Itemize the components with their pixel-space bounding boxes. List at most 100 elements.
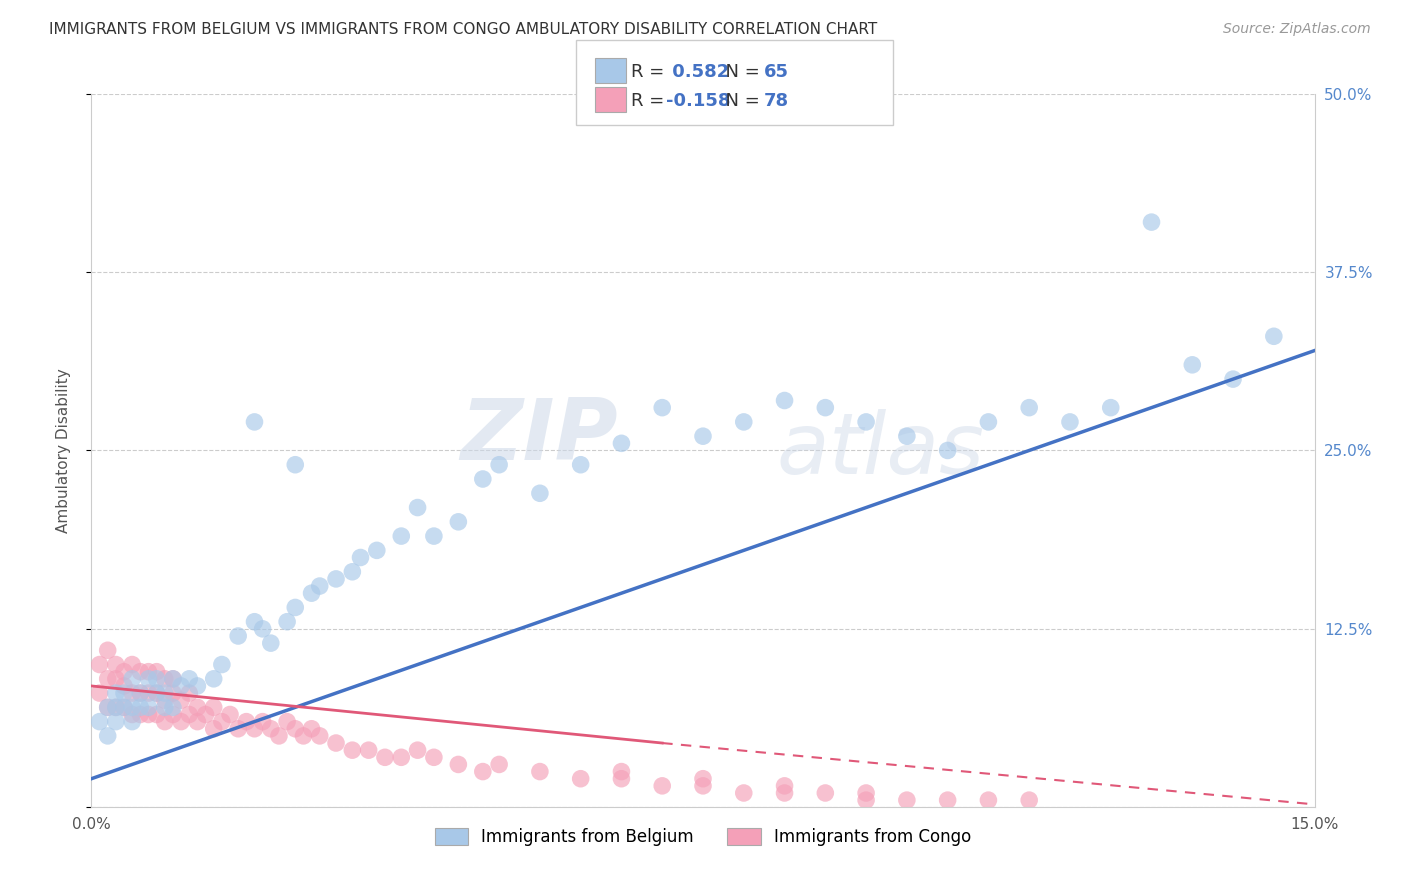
Point	[569, 772, 592, 786]
Point	[104, 672, 127, 686]
Point	[89, 686, 111, 700]
Point	[301, 722, 323, 736]
Point	[138, 700, 160, 714]
Point	[145, 686, 167, 700]
Point	[488, 757, 510, 772]
Point	[471, 472, 494, 486]
Point	[325, 736, 347, 750]
Point	[121, 686, 143, 700]
Point	[179, 707, 201, 722]
Point	[308, 729, 330, 743]
Point	[1263, 329, 1285, 343]
Point	[153, 700, 176, 714]
Point	[610, 436, 633, 450]
Point	[121, 657, 143, 672]
Text: R =: R =	[631, 63, 671, 81]
Point	[129, 700, 152, 714]
Text: 65: 65	[763, 63, 789, 81]
Point	[153, 693, 176, 707]
Point	[406, 500, 429, 515]
Point	[773, 779, 796, 793]
Point	[211, 714, 233, 729]
Point	[112, 679, 135, 693]
Point	[104, 700, 127, 714]
Point	[219, 707, 242, 722]
Point	[129, 686, 152, 700]
Text: N =: N =	[714, 63, 766, 81]
Point	[284, 600, 307, 615]
Point	[97, 672, 120, 686]
Point	[1059, 415, 1081, 429]
Point	[260, 722, 283, 736]
Point	[162, 700, 184, 714]
Point	[121, 714, 143, 729]
Point	[89, 714, 111, 729]
Point	[162, 707, 184, 722]
Point	[138, 672, 160, 686]
Point	[97, 700, 120, 714]
Point	[145, 665, 167, 679]
Point	[447, 757, 470, 772]
Text: 0.582: 0.582	[666, 63, 730, 81]
Point	[773, 786, 796, 800]
Point	[569, 458, 592, 472]
Point	[104, 686, 127, 700]
Point	[855, 793, 877, 807]
Point	[284, 722, 307, 736]
Point	[423, 750, 446, 764]
Point	[276, 615, 298, 629]
Point	[389, 750, 412, 764]
Point	[112, 700, 135, 714]
Point	[896, 429, 918, 443]
Point	[202, 672, 225, 686]
Point	[529, 486, 551, 500]
Point	[129, 707, 152, 722]
Point	[129, 665, 152, 679]
Point	[529, 764, 551, 779]
Point	[1018, 401, 1040, 415]
Text: R =: R =	[631, 92, 671, 110]
Point	[121, 700, 143, 714]
Point	[301, 586, 323, 600]
Point	[260, 636, 283, 650]
Point	[651, 779, 673, 793]
Text: -0.158: -0.158	[666, 92, 731, 110]
Point	[194, 707, 217, 722]
Point	[342, 565, 364, 579]
Point	[243, 722, 266, 736]
Point	[112, 686, 135, 700]
Point	[733, 786, 755, 800]
Point	[170, 693, 193, 707]
Point	[112, 665, 135, 679]
Point	[179, 672, 201, 686]
Point	[226, 629, 249, 643]
Point	[112, 700, 135, 714]
Point	[129, 686, 152, 700]
Point	[226, 722, 249, 736]
Point	[814, 786, 837, 800]
Point	[406, 743, 429, 757]
Point	[325, 572, 347, 586]
Point	[342, 743, 364, 757]
Point	[97, 643, 120, 657]
Point	[186, 700, 208, 714]
Point	[252, 714, 274, 729]
Point	[389, 529, 412, 543]
Point	[162, 686, 184, 700]
Point	[170, 679, 193, 693]
Point	[202, 722, 225, 736]
Point	[202, 700, 225, 714]
Point	[243, 415, 266, 429]
Point	[855, 786, 877, 800]
Point	[153, 714, 176, 729]
Point	[104, 700, 127, 714]
Point	[97, 729, 120, 743]
Point	[349, 550, 371, 565]
Point	[977, 793, 1000, 807]
Point	[179, 686, 201, 700]
Point	[284, 458, 307, 472]
Legend: Immigrants from Belgium, Immigrants from Congo: Immigrants from Belgium, Immigrants from…	[427, 821, 979, 853]
Point	[471, 764, 494, 779]
Point	[423, 529, 446, 543]
Text: IMMIGRANTS FROM BELGIUM VS IMMIGRANTS FROM CONGO AMBULATORY DISABILITY CORRELATI: IMMIGRANTS FROM BELGIUM VS IMMIGRANTS FR…	[49, 22, 877, 37]
